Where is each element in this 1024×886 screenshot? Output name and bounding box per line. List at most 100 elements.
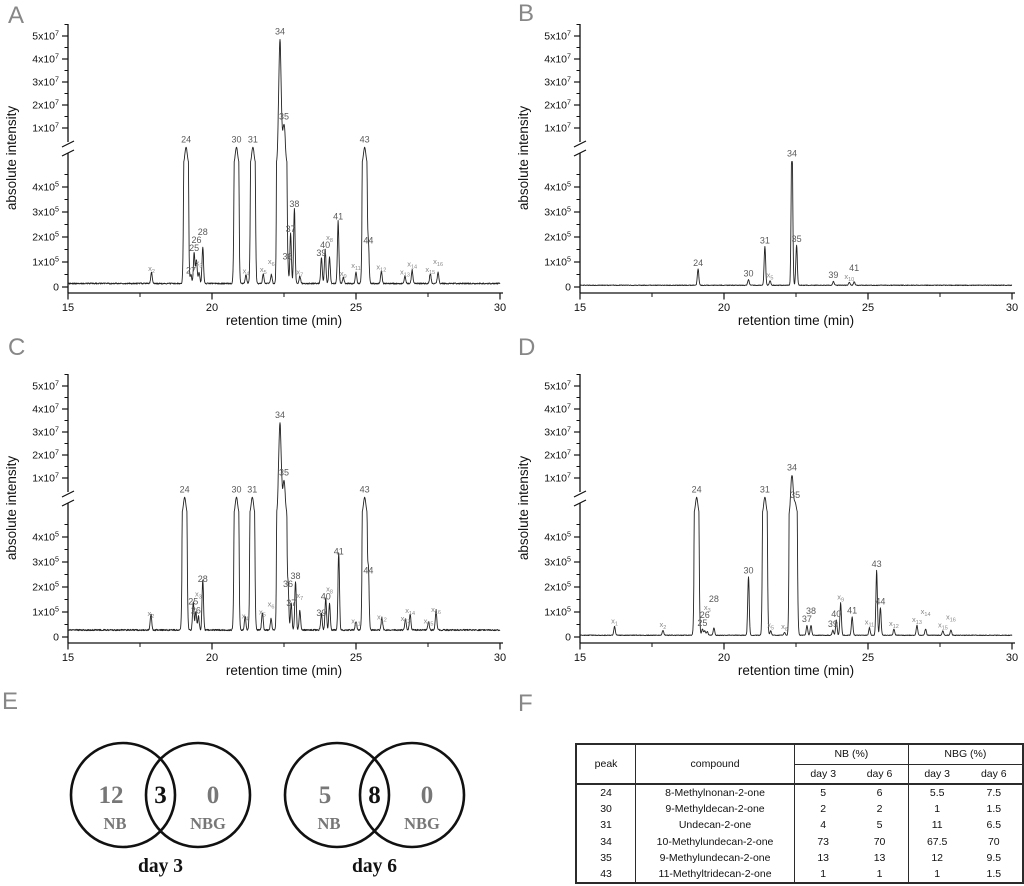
peak-label: 44 <box>875 597 885 607</box>
peak-label: 31 <box>760 235 770 245</box>
x-peak-label: x11 <box>865 618 874 629</box>
venn-circle-left <box>283 741 391 849</box>
table-cell: 8-Methylnonan-2-one <box>635 784 795 801</box>
x-axis-title: retention time (min) <box>226 663 342 678</box>
peak-label: 28 <box>198 227 208 237</box>
peak-label: 34 <box>275 26 285 36</box>
x-peak-label: x2 <box>660 620 667 631</box>
peak-label: 38 <box>289 199 299 209</box>
venn-circle-left <box>69 741 177 849</box>
venn-diagram-day-3: 12 3 0 NB NBG day 3 <box>69 741 252 877</box>
peak-label: 26 <box>191 235 201 245</box>
y-tick-label: 2x105 <box>32 231 59 244</box>
y-tick-label: 2x105 <box>32 581 59 594</box>
table-cell: 5 <box>794 784 852 801</box>
table-row: 43 11-Methyltridecan-2-one 1 1 1 1.5 <box>576 866 1023 883</box>
y-axis-title: absolute intensity <box>516 456 531 561</box>
peak-label: 30 <box>231 484 241 494</box>
x-peak-label: x1 <box>611 616 618 627</box>
table-header-peak: peak <box>594 758 618 770</box>
peak-label: 44 <box>363 235 373 245</box>
axis-break-slash <box>61 149 75 157</box>
table-header-compound: compound <box>635 744 795 784</box>
panel-letter-b: B <box>518 0 535 27</box>
y-tick-label: 2x107 <box>544 99 571 112</box>
peak-label: 37 <box>286 598 296 608</box>
y-tick-label: 3x107 <box>32 426 59 439</box>
x-peak-label: x16 <box>946 613 956 624</box>
table-row: 34 10-Methylundecan-2-one 73 70 67.5 70 <box>576 833 1023 850</box>
venn-left-label: NB <box>318 814 341 833</box>
table-cell: 24 <box>600 786 612 799</box>
table-subheader-0: day 3 <box>794 764 852 784</box>
x-tick-label: 15 <box>574 302 586 314</box>
x-peak-label: x15 <box>425 265 435 276</box>
x-axis-title: retention time (min) <box>738 313 854 328</box>
peak-label: 25 <box>697 618 707 628</box>
table-row: 35 9-Methylundecan-2-one 13 13 12 9.5 <box>576 850 1023 867</box>
table-cell: 10-Methylundecan-2-one <box>635 833 795 850</box>
peak-label: 37 <box>286 224 296 234</box>
table-cell: 1 <box>907 866 966 883</box>
x-tick-label: 25 <box>862 302 874 314</box>
table-cell: 2 <box>794 800 852 817</box>
table-cell: 31 <box>600 819 612 832</box>
peak-label: 41 <box>333 212 343 222</box>
x-peak-label: x11 <box>351 616 360 627</box>
x-tick-label: 30 <box>494 652 506 664</box>
x-peak-label: x4 <box>243 266 250 277</box>
peak-label: 28 <box>709 594 719 604</box>
peak-label: 31 <box>248 134 258 144</box>
chromatogram-trace <box>67 38 501 285</box>
y-tick-label: 4x105 <box>544 181 571 194</box>
peak-label: 43 <box>360 484 370 494</box>
venn-right-label: NBG <box>404 814 440 833</box>
peak-label: 43 <box>872 559 882 569</box>
y-tick-label: 3x105 <box>32 556 59 569</box>
panel-a-chromatogram: 15 20 25 30 0 1x105 2x105 3x105 4x105 1x107 2x107 3… <box>4 24 506 328</box>
peak-label: 38 <box>806 606 816 616</box>
peak-label: 34 <box>787 463 797 473</box>
table-cell: 11-Methyltridecan-2-one <box>635 866 795 883</box>
x-peak-label: x4 <box>242 611 249 622</box>
table-cell: 9-Methyldecan-2-one <box>635 800 795 817</box>
y-tick-label: 4x105 <box>32 531 59 544</box>
x-peak-label: x2 <box>148 264 155 275</box>
peak-label: 30 <box>231 134 241 144</box>
table-cell: 1 <box>794 866 852 883</box>
x-tick-label: 20 <box>206 302 218 314</box>
peak-label: 40 <box>321 592 331 602</box>
table-cell: 70 <box>987 835 1000 848</box>
axis-break-slash <box>61 490 75 498</box>
panel-c-chromatogram: 15 20 25 30 0 1x105 2x105 3x105 4x105 1x107 2x107 3… <box>4 374 506 678</box>
x-peak-label: x14 <box>921 607 931 618</box>
y-tick-label: 1x107 <box>32 472 59 485</box>
table-cell: 70 <box>873 835 886 848</box>
table-cell: Undecan-2-one <box>635 817 795 834</box>
venn-intersection-count: 8 <box>368 782 381 809</box>
y-tick-label: 4x107 <box>32 53 59 66</box>
y-tick-label: 1x107 <box>544 122 571 135</box>
table-cell: 35 <box>600 852 612 865</box>
venn-left-count: 5 <box>319 782 332 809</box>
x-peak-label: x13 <box>401 614 411 625</box>
peak-label: 35 <box>279 468 289 478</box>
axis-break-slash <box>573 149 587 157</box>
panel-b-chromatogram: 15 20 25 30 0 1x105 2x105 3x105 4x105 1x107 2x107 3… <box>516 24 1018 328</box>
x-tick-label: 30 <box>1006 652 1018 664</box>
y-tick-label: 3x105 <box>32 206 59 219</box>
chromatogram-trace <box>579 160 1013 287</box>
x-tick-label: 20 <box>718 652 730 664</box>
table-cell: 5 <box>876 819 883 832</box>
x-tick-label: 15 <box>62 652 74 664</box>
y-tick-label: 4x105 <box>32 181 59 194</box>
x-tick-label: 15 <box>62 302 74 314</box>
x-tick-label: 15 <box>574 652 586 664</box>
peak-label: 26 <box>191 605 201 615</box>
x-peak-label: x3 <box>704 603 711 614</box>
table-cell: 4 <box>794 817 852 834</box>
venn-circle-right <box>358 741 466 849</box>
x-peak-label: x16 <box>431 605 441 616</box>
y-tick-label: 3x107 <box>544 426 571 439</box>
